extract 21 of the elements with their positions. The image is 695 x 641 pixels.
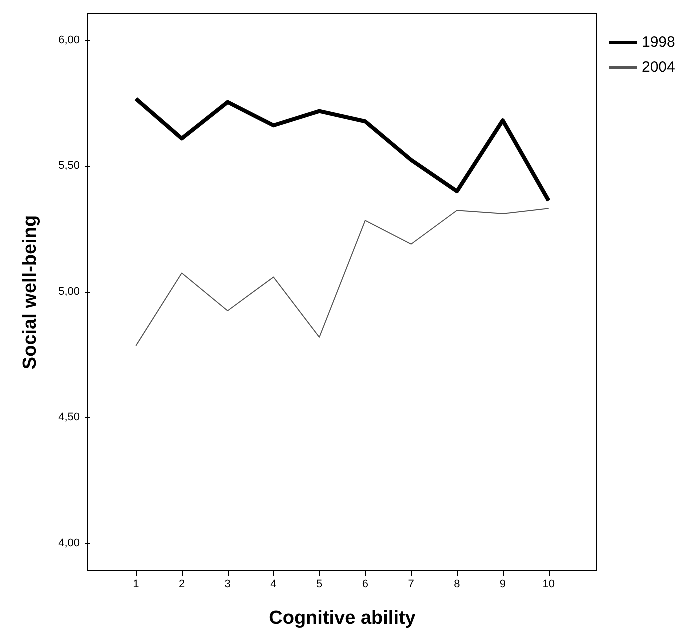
x-axis-title: Cognitive ability: [269, 608, 416, 629]
x-tick-label: 10: [542, 578, 555, 590]
y-tick-label: 5,50: [58, 160, 80, 172]
legend-label: 1998: [642, 34, 676, 51]
y-axis-title: Social well-being: [20, 215, 41, 370]
y-tick-label: 6,00: [58, 34, 80, 46]
line-series: [134, 96, 551, 203]
x-tick-label: 1: [133, 578, 140, 590]
x-tick-label: 9: [500, 578, 506, 590]
legend-label: 2004: [642, 59, 676, 76]
y-tick-label: 4,50: [58, 412, 80, 424]
y-tick-label: 4,00: [58, 537, 80, 550]
x-tick-label: 6: [362, 578, 368, 590]
x-tick-label: 7: [408, 578, 414, 590]
x-tick-label: 2: [178, 578, 186, 590]
x-tick-label: 5: [316, 578, 323, 590]
y-tick-label: 5,00: [58, 286, 80, 298]
x-tick-label: 8: [454, 578, 460, 590]
x-tick-label: 3: [224, 578, 231, 590]
x-tick-label: 4: [270, 578, 277, 590]
line-series: [136, 208, 550, 346]
